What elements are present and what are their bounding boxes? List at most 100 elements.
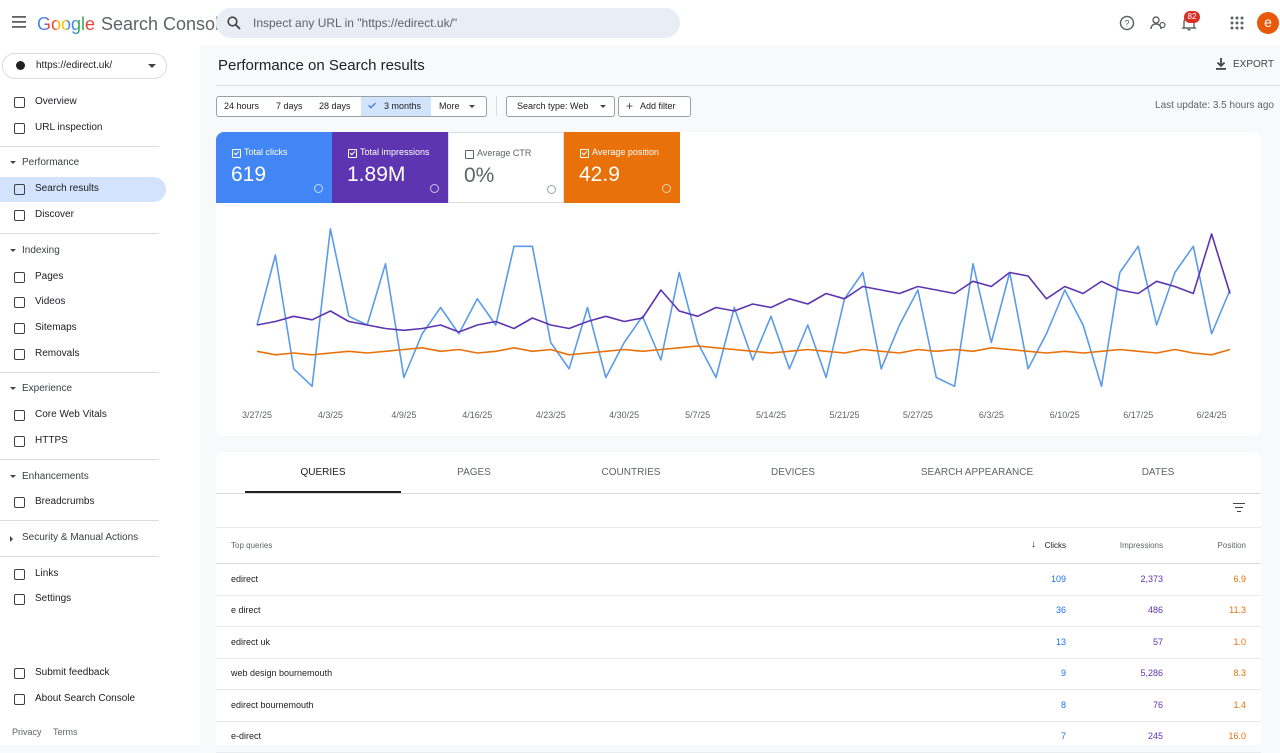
nav-item[interactable]: Sitemaps <box>35 322 77 333</box>
nav-item[interactable]: Search results <box>35 183 99 194</box>
tab[interactable]: COUNTRIES <box>601 467 661 478</box>
help-icon <box>430 184 439 193</box>
nav-item[interactable]: HTTPS <box>35 435 68 446</box>
chip-label: 7 days <box>276 101 303 111</box>
x-tick-label: 5/27/25 <box>903 410 933 420</box>
query-text[interactable]: edirect bournemouth <box>231 699 314 710</box>
date-range-chip[interactable]: More <box>431 96 487 117</box>
metric-value: 619 <box>231 163 267 186</box>
metric-value: 1.89M <box>347 163 406 186</box>
query-text[interactable]: edirect uk <box>231 636 271 647</box>
nav-item[interactable]: Settings <box>35 593 72 604</box>
query-text[interactable]: web design bournemouth <box>231 668 333 679</box>
nav-item[interactable]: About Search Console <box>35 693 136 704</box>
nav-section[interactable]: Experience <box>22 383 73 394</box>
sidebar <box>0 46 200 745</box>
divider <box>216 85 1280 86</box>
page-title: Performance on Search results <box>218 57 425 74</box>
export-button[interactable]: EXPORT <box>1233 59 1274 70</box>
table-value: 13 <box>1055 636 1066 647</box>
table-value: 36 <box>1055 605 1066 616</box>
tab[interactable]: QUERIES <box>300 467 346 478</box>
avatar[interactable]: e <box>1257 12 1279 34</box>
nav-item[interactable]: Discover <box>35 209 74 220</box>
nav-section[interactable]: Security & Manual Actions <box>22 532 139 543</box>
product-name: Search Console <box>101 14 230 34</box>
table-value: 76 <box>1152 699 1163 710</box>
table-value: 6.9 <box>1233 574 1246 584</box>
nav-item[interactable]: Videos <box>35 296 66 307</box>
checkbox <box>348 149 357 158</box>
nav-item[interactable]: Core Web Vitals <box>35 409 107 420</box>
nav-item[interactable]: URL inspection <box>35 122 103 133</box>
query-text[interactable]: edirect <box>231 574 259 584</box>
help-icon[interactable]: ? <box>1119 15 1135 31</box>
metric-label: Average position <box>592 147 659 157</box>
sort-arrow: ↓ <box>1031 539 1036 550</box>
menu-icon[interactable] <box>12 15 28 29</box>
filter-icon-bar <box>1233 503 1245 505</box>
metric-tile[interactable]: Average position 42.9 <box>564 132 680 203</box>
x-tick-label: 5/14/25 <box>756 410 786 420</box>
apps-icon[interactable] <box>1230 16 1244 30</box>
filter-chip[interactable]: Search type: Web <box>506 96 615 117</box>
search-box[interactable]: Inspect any URL in "https://edirect.uk/" <box>216 8 680 38</box>
column-header[interactable]: Position <box>1217 541 1246 550</box>
x-tick-label: 6/17/25 <box>1123 410 1153 420</box>
table-value: 2,373 <box>1140 574 1163 584</box>
section-arrow <box>10 249 16 252</box>
property-selector[interactable]: https://edirect.uk/ <box>2 53 167 79</box>
nav-item[interactable]: Submit feedback <box>35 667 110 678</box>
nav-section[interactable]: Enhancements <box>22 471 89 482</box>
column-header[interactable]: Impressions <box>1119 541 1163 550</box>
nav-icon <box>14 272 25 283</box>
tab[interactable]: DEVICES <box>771 467 815 478</box>
footer-link[interactable]: Privacy <box>12 727 42 737</box>
filter-chip[interactable]: Add filter + <box>618 96 691 117</box>
date-range-chip[interactable]: 7 days <box>269 96 313 117</box>
tab[interactable]: DATES <box>1141 467 1175 478</box>
column-header[interactable]: Clicks <box>1044 541 1066 550</box>
date-range-chip[interactable]: 24 hours <box>216 96 271 117</box>
users-icon[interactable] <box>1150 15 1166 31</box>
nav-section[interactable]: Performance <box>22 157 80 168</box>
metric-value: 0% <box>464 164 495 187</box>
logo: Google <box>37 14 96 34</box>
metric-tile[interactable]: Average CTR 0% <box>448 132 564 203</box>
tab[interactable]: SEARCH APPEARANCE <box>920 467 1034 478</box>
metric-tile[interactable]: Total impressions 1.89M <box>332 132 448 203</box>
chip-label: 3 months <box>384 101 422 111</box>
query-text[interactable]: e direct <box>231 605 261 616</box>
metric-tile[interactable]: Total clicks 619 <box>216 132 332 203</box>
footer-link[interactable]: Terms <box>53 727 78 737</box>
date-range-chip[interactable]: 3 months <box>361 96 432 117</box>
property-url: https://edirect.uk/ <box>36 60 113 71</box>
nav-section[interactable]: Indexing <box>22 245 60 256</box>
x-tick-label: 4/30/25 <box>609 410 639 420</box>
nav-item[interactable]: Links <box>35 568 59 579</box>
chip-label: More <box>439 101 460 111</box>
nav-icon <box>14 323 25 334</box>
query-text[interactable]: e-direct <box>231 731 262 741</box>
row-divider <box>216 595 1261 596</box>
filter-icon[interactable] <box>1233 503 1245 513</box>
nav-item[interactable]: Pages <box>35 271 64 282</box>
nav-icon <box>14 210 25 221</box>
date-range-chip[interactable]: 28 days <box>312 96 362 117</box>
table-value: 486 <box>1147 605 1163 616</box>
metric-value: 42.9 <box>579 163 620 186</box>
tab[interactable]: PAGES <box>457 467 491 478</box>
divider <box>0 233 159 234</box>
nav-item[interactable]: Removals <box>35 348 80 359</box>
x-tick-label: 4/16/25 <box>462 410 492 420</box>
nav-item[interactable]: Breadcrumbs <box>35 496 95 507</box>
series-line <box>256 228 1231 388</box>
table-value: 245 <box>1147 731 1163 741</box>
x-tick-label: 5/21/25 <box>829 410 859 420</box>
nav-icon <box>14 668 25 679</box>
table-value: 5,286 <box>1140 668 1163 679</box>
series-line <box>256 233 1231 333</box>
nav-item[interactable]: Overview <box>35 96 77 107</box>
x-tick-label: 6/24/25 <box>1197 410 1227 420</box>
